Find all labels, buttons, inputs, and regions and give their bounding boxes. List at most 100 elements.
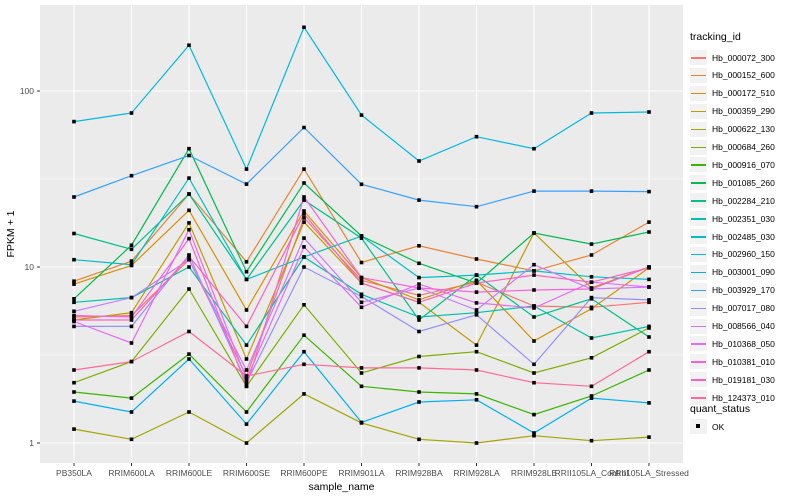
data-point-marker[interactable] xyxy=(532,269,536,273)
data-point-marker[interactable] xyxy=(417,437,421,442)
data-point-marker[interactable] xyxy=(532,315,536,319)
data-point-marker[interactable] xyxy=(302,349,306,354)
data-point-marker[interactable] xyxy=(647,298,651,302)
data-point-marker[interactable] xyxy=(532,339,536,343)
data-point-marker[interactable] xyxy=(417,198,421,202)
data-point-marker[interactable] xyxy=(72,318,76,322)
data-point-marker[interactable] xyxy=(359,292,364,297)
data-point-marker[interactable] xyxy=(589,336,594,340)
data-point-marker[interactable] xyxy=(129,295,134,300)
data-point-marker[interactable] xyxy=(244,324,249,329)
data-point-marker[interactable] xyxy=(647,220,651,224)
data-point-marker[interactable] xyxy=(359,420,364,425)
data-point-marker[interactable] xyxy=(302,362,306,367)
data-point-marker[interactable] xyxy=(302,303,306,307)
data-point-marker[interactable] xyxy=(474,349,479,354)
data-point-marker[interactable] xyxy=(187,43,191,47)
data-point-marker[interactable] xyxy=(532,412,536,417)
legend-item-Hb_019181_030[interactable]: Hb_019181_030 xyxy=(690,371,775,388)
data-point-marker[interactable] xyxy=(532,231,536,235)
data-point-marker[interactable] xyxy=(647,110,651,114)
data-point-marker[interactable] xyxy=(359,234,364,238)
data-point-marker[interactable] xyxy=(589,189,594,193)
data-point-marker[interactable] xyxy=(417,366,421,370)
data-point-marker[interactable] xyxy=(359,384,364,389)
data-point-marker[interactable] xyxy=(129,315,134,319)
data-point-marker[interactable] xyxy=(129,259,134,263)
data-point-marker[interactable] xyxy=(359,113,364,117)
data-point-marker[interactable] xyxy=(359,182,364,187)
data-point-marker[interactable] xyxy=(532,380,536,385)
legend-item-Hb_007017_080[interactable]: Hb_007017_080 xyxy=(690,300,775,317)
data-point-marker[interactable] xyxy=(589,396,594,400)
data-point-marker[interactable] xyxy=(129,359,134,364)
legend-item-Hb_001085_260[interactable]: Hb_001085_260 xyxy=(690,174,775,191)
data-point-marker[interactable] xyxy=(72,380,76,385)
legend-item-Hb_000684_260[interactable]: Hb_000684_260 xyxy=(690,139,775,156)
data-point-marker[interactable] xyxy=(244,380,249,385)
data-point-marker[interactable] xyxy=(359,236,364,240)
data-point-marker[interactable] xyxy=(244,260,249,264)
data-point-marker[interactable] xyxy=(187,352,191,356)
data-point-marker[interactable] xyxy=(359,278,364,283)
legend-item-quant-ok[interactable]: OK xyxy=(690,418,724,435)
data-point-marker[interactable] xyxy=(302,265,306,269)
data-point-marker[interactable] xyxy=(72,309,76,314)
legend-item-Hb_002351_030[interactable]: Hb_002351_030 xyxy=(690,210,775,227)
data-point-marker[interactable] xyxy=(129,324,134,329)
data-point-marker[interactable] xyxy=(474,290,479,294)
data-point-marker[interactable] xyxy=(417,159,421,163)
data-point-marker[interactable] xyxy=(244,384,249,389)
legend-item-Hb_000916_070[interactable]: Hb_000916_070 xyxy=(690,156,775,173)
data-point-marker[interactable] xyxy=(417,293,421,298)
data-point-marker[interactable] xyxy=(417,318,421,322)
data-point-marker[interactable] xyxy=(589,306,594,311)
data-point-marker[interactable] xyxy=(532,431,536,435)
legend-item-Hb_003001_090[interactable]: Hb_003001_090 xyxy=(690,264,775,281)
data-point-marker[interactable] xyxy=(187,265,191,269)
data-point-marker[interactable] xyxy=(72,279,76,283)
data-point-marker[interactable] xyxy=(187,236,191,241)
data-point-marker[interactable] xyxy=(302,220,306,224)
data-point-marker[interactable] xyxy=(417,300,421,305)
data-point-marker[interactable] xyxy=(129,318,134,322)
data-point-marker[interactable] xyxy=(589,394,594,398)
legend-item-Hb_002284_210[interactable]: Hb_002284_210 xyxy=(690,192,775,209)
data-point-marker[interactable] xyxy=(589,287,594,291)
data-point-marker[interactable] xyxy=(474,310,479,315)
data-point-marker[interactable] xyxy=(244,410,249,414)
data-point-marker[interactable] xyxy=(474,204,479,209)
data-point-marker[interactable] xyxy=(417,282,421,286)
data-point-marker[interactable] xyxy=(589,253,594,257)
data-point-marker[interactable] xyxy=(72,297,76,301)
data-point-marker[interactable] xyxy=(72,390,76,394)
data-point-marker[interactable] xyxy=(302,216,306,220)
data-point-marker[interactable] xyxy=(129,262,134,267)
data-point-marker[interactable] xyxy=(187,410,191,414)
data-point-marker[interactable] xyxy=(244,277,249,282)
data-point-marker[interactable] xyxy=(474,441,479,445)
data-point-marker[interactable] xyxy=(647,349,651,354)
data-point-marker[interactable] xyxy=(589,280,594,284)
data-point-marker[interactable] xyxy=(244,269,249,274)
legend-item-Hb_003929_170[interactable]: Hb_003929_170 xyxy=(690,282,775,299)
data-point-marker[interactable] xyxy=(474,308,479,312)
data-point-marker[interactable] xyxy=(359,305,364,310)
data-point-marker[interactable] xyxy=(187,146,191,151)
data-point-marker[interactable] xyxy=(647,335,651,339)
legend-item-Hb_008566_040[interactable]: Hb_008566_040 xyxy=(690,318,775,335)
data-point-marker[interactable] xyxy=(72,324,76,329)
data-point-marker[interactable] xyxy=(187,257,191,262)
data-point-marker[interactable] xyxy=(72,313,76,318)
data-point-marker[interactable] xyxy=(532,146,536,151)
data-point-marker[interactable] xyxy=(129,173,134,178)
data-point-marker[interactable] xyxy=(302,245,306,249)
data-point-marker[interactable] xyxy=(417,354,421,359)
data-point-marker[interactable] xyxy=(72,282,76,286)
data-point-marker[interactable] xyxy=(474,278,479,283)
data-point-marker[interactable] xyxy=(417,390,421,394)
data-point-marker[interactable] xyxy=(244,377,249,382)
data-point-marker[interactable] xyxy=(187,153,191,158)
data-point-marker[interactable] xyxy=(474,368,479,372)
data-point-marker[interactable] xyxy=(647,435,651,439)
